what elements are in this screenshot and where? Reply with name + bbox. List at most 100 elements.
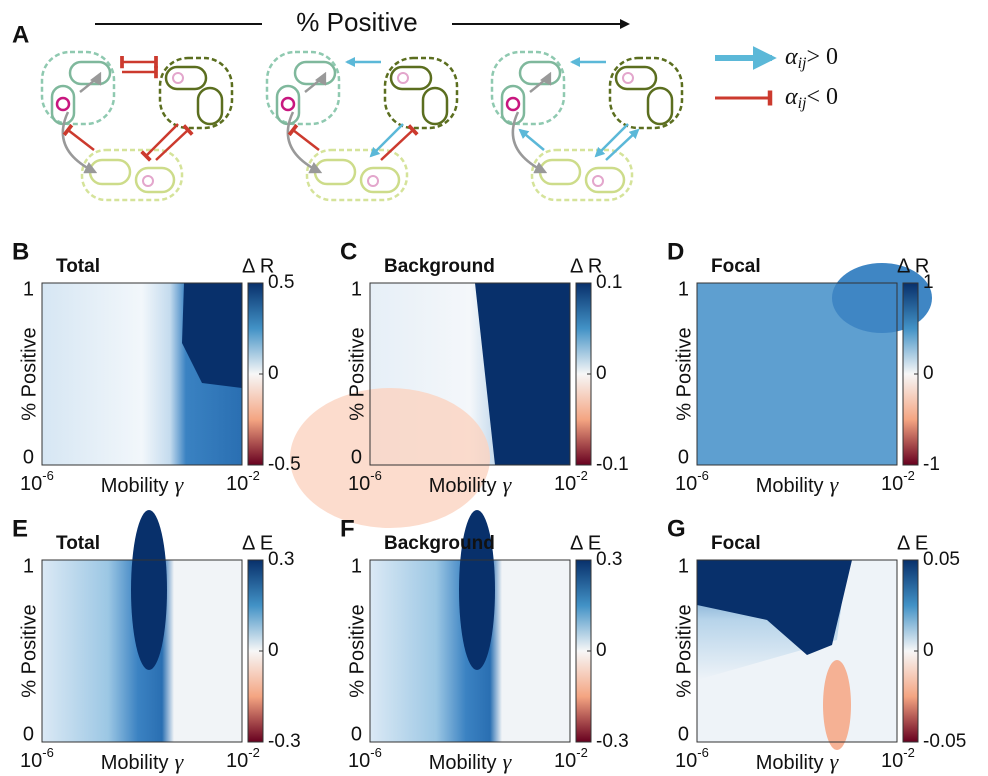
focal-marker	[57, 98, 69, 110]
colorbar-tick-label: -1	[923, 454, 940, 475]
y-tick-label: 0	[23, 446, 34, 468]
x-label-symbol: γ	[175, 472, 185, 497]
x-tick-base: 10	[881, 473, 903, 495]
x-tick-label: 10-6	[675, 468, 709, 495]
cell	[136, 168, 174, 192]
panel-letter: B	[12, 238, 29, 265]
x-tick-base: 10	[348, 750, 370, 772]
colorbar-tick-label: -0.05	[923, 731, 966, 752]
x-tick-base: 10	[881, 750, 903, 772]
panel-title: Background	[384, 256, 495, 277]
colorbar-tick-label: 0.1	[596, 272, 622, 293]
x-label-text: Mobility	[429, 475, 497, 497]
x-tick-exponent: -6	[42, 745, 54, 760]
y-tick-label: 0	[678, 446, 689, 468]
x-tick-base: 10	[20, 473, 42, 495]
colorbar-tick-label: 0	[923, 363, 934, 384]
interactions	[68, 62, 638, 160]
colorbar-tick-label: 0	[268, 363, 279, 384]
cell	[198, 88, 222, 124]
panel-title: Total	[56, 256, 100, 277]
panel-title: Background	[384, 533, 495, 554]
x-tick-label: 10-2	[554, 468, 588, 495]
y-tick-label: 0	[351, 723, 362, 745]
panel-letter: E	[12, 515, 28, 542]
group-outline	[82, 150, 182, 200]
colorbar-tick-label: 0	[596, 363, 607, 384]
marker	[143, 176, 153, 186]
figure: % Positive A αij> 0 αij< 0 BTotalΔ R0.50…	[0, 0, 988, 776]
y-tick-label: 1	[23, 278, 34, 300]
legend-label: αij> 0	[785, 44, 838, 72]
heatmap	[42, 283, 242, 465]
y-axis-label: % Positive	[18, 327, 40, 420]
colorbar-tick-label: 0	[596, 640, 607, 661]
y-tick-label: 0	[351, 446, 362, 468]
x-label-symbol: γ	[175, 749, 185, 774]
panel-letter: C	[340, 238, 357, 265]
x-tick-base: 10	[554, 750, 576, 772]
x-tick-label: 10-2	[881, 745, 915, 772]
x-label-text: Mobility	[101, 475, 169, 497]
x-axis-label: Mobilityγ	[429, 749, 513, 774]
colorbar-tick-label: 0.3	[268, 549, 294, 570]
x-axis-label: Mobility γ	[101, 749, 185, 774]
heatmap-region	[131, 510, 167, 670]
panel-letter: D	[667, 238, 684, 265]
cluster-diagram	[42, 52, 232, 200]
x-tick-label: 10-2	[881, 468, 915, 495]
positive-link	[520, 130, 544, 150]
y-axis-label: % Positive	[673, 604, 695, 697]
x-tick-base: 10	[226, 473, 248, 495]
y-tick-label: 1	[678, 278, 689, 300]
x-tick-base: 10	[226, 750, 248, 772]
y-axis-label: % Positive	[346, 604, 368, 697]
colorbar-tick-label: -0.1	[596, 454, 629, 475]
x-tick-exponent: -2	[576, 745, 588, 760]
panel-letter: F	[340, 515, 355, 542]
x-tick-exponent: -2	[248, 468, 260, 483]
y-tick-label: 1	[351, 278, 362, 300]
colorbar-tick-label: 0.3	[596, 549, 622, 570]
colorbar-tick-label: -0.5	[268, 454, 301, 475]
negative-link	[68, 130, 94, 150]
x-label-text: Mobility	[101, 752, 169, 774]
cluster-diagram	[267, 52, 457, 200]
x-label-symbol: γ	[830, 472, 840, 497]
panel-title: Focal	[711, 533, 761, 554]
x-tick-label: 10-6	[675, 745, 709, 772]
panel-a-title: % Positive	[296, 7, 417, 37]
colorbar-tick-label: -0.3	[268, 731, 301, 752]
x-tick-exponent: -6	[697, 745, 709, 760]
colorbar-tick-label: 1	[923, 272, 934, 293]
x-tick-exponent: -6	[42, 468, 54, 483]
x-tick-exponent: -2	[248, 745, 260, 760]
x-tick-label: 10-6	[20, 745, 54, 772]
x-tick-label: 10-2	[226, 745, 260, 772]
colorbar-tick-label: 0.05	[923, 549, 960, 570]
x-tick-base: 10	[554, 473, 576, 495]
legend-label: αij< 0	[785, 84, 838, 112]
movement-arrow	[63, 112, 95, 172]
y-tick-label: 1	[678, 555, 689, 577]
heatmap	[697, 560, 897, 750]
heatmap-region	[823, 660, 851, 750]
cell	[52, 86, 74, 124]
x-label-symbol: γ	[503, 472, 513, 497]
y-axis-label: % Positive	[346, 327, 368, 420]
x-tick-base: 10	[20, 750, 42, 772]
y-tick-label: 0	[678, 723, 689, 745]
panel-letter: G	[667, 515, 686, 542]
y-axis-label: % Positive	[673, 327, 695, 420]
marker	[173, 73, 183, 83]
x-label-text: Mobility	[756, 752, 824, 774]
panel-title: Focal	[711, 256, 761, 277]
x-tick-base: 10	[675, 473, 697, 495]
x-tick-base: 10	[675, 750, 697, 772]
x-label-text: Mobility	[429, 752, 497, 774]
heatmap-region	[290, 388, 490, 528]
x-tick-exponent: -2	[903, 468, 915, 483]
cell	[70, 62, 110, 84]
